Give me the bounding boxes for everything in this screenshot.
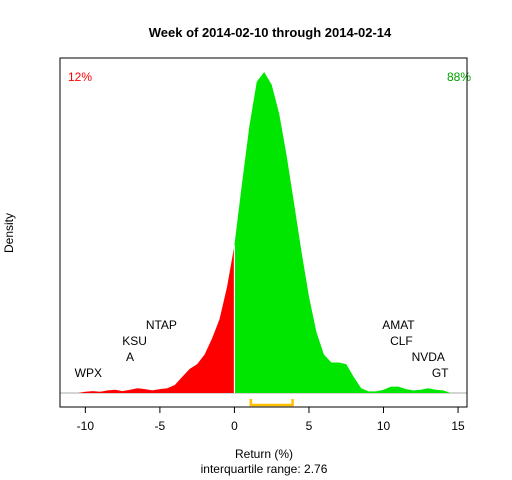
chart-subtitle: interquartile range: 2.76: [201, 462, 328, 476]
x-axis-label: Return (%): [235, 447, 293, 461]
interquartile-bracket: [249, 399, 294, 407]
x-tick-label: -5: [155, 419, 166, 433]
x-tick-label: -10: [77, 419, 95, 433]
ticker-label: NVDA: [412, 350, 445, 364]
positive-share-label: 88%: [447, 70, 471, 84]
ticker-label: KSU: [122, 334, 147, 348]
ticker-label: WPX: [75, 366, 102, 380]
negative-return-area: [77, 245, 235, 393]
density-area: [60, 72, 467, 407]
ticker-label: A: [126, 350, 134, 364]
positive-return-area: [234, 72, 451, 393]
x-axis: -10 -5 0 5 10 15: [77, 407, 465, 433]
x-tick-label: 15: [451, 419, 465, 433]
plot-frame: [59, 57, 468, 408]
ticker-label: AMAT: [382, 318, 415, 332]
y-axis-label: Density: [2, 213, 16, 253]
negative-share-label: 12%: [68, 70, 92, 84]
x-tick-label: 10: [377, 419, 391, 433]
x-tick-label: 5: [306, 419, 313, 433]
ticker-annotations: WPX A KSU NTAP AMAT CLF NVDA GT: [75, 318, 450, 380]
ticker-label: NTAP: [146, 318, 177, 332]
chart-title: Week of 2014-02-10 through 2014-02-14: [149, 25, 392, 40]
x-tick-label: 0: [231, 419, 238, 433]
ticker-label: CLF: [390, 334, 413, 348]
ticker-label: GT: [432, 366, 449, 380]
